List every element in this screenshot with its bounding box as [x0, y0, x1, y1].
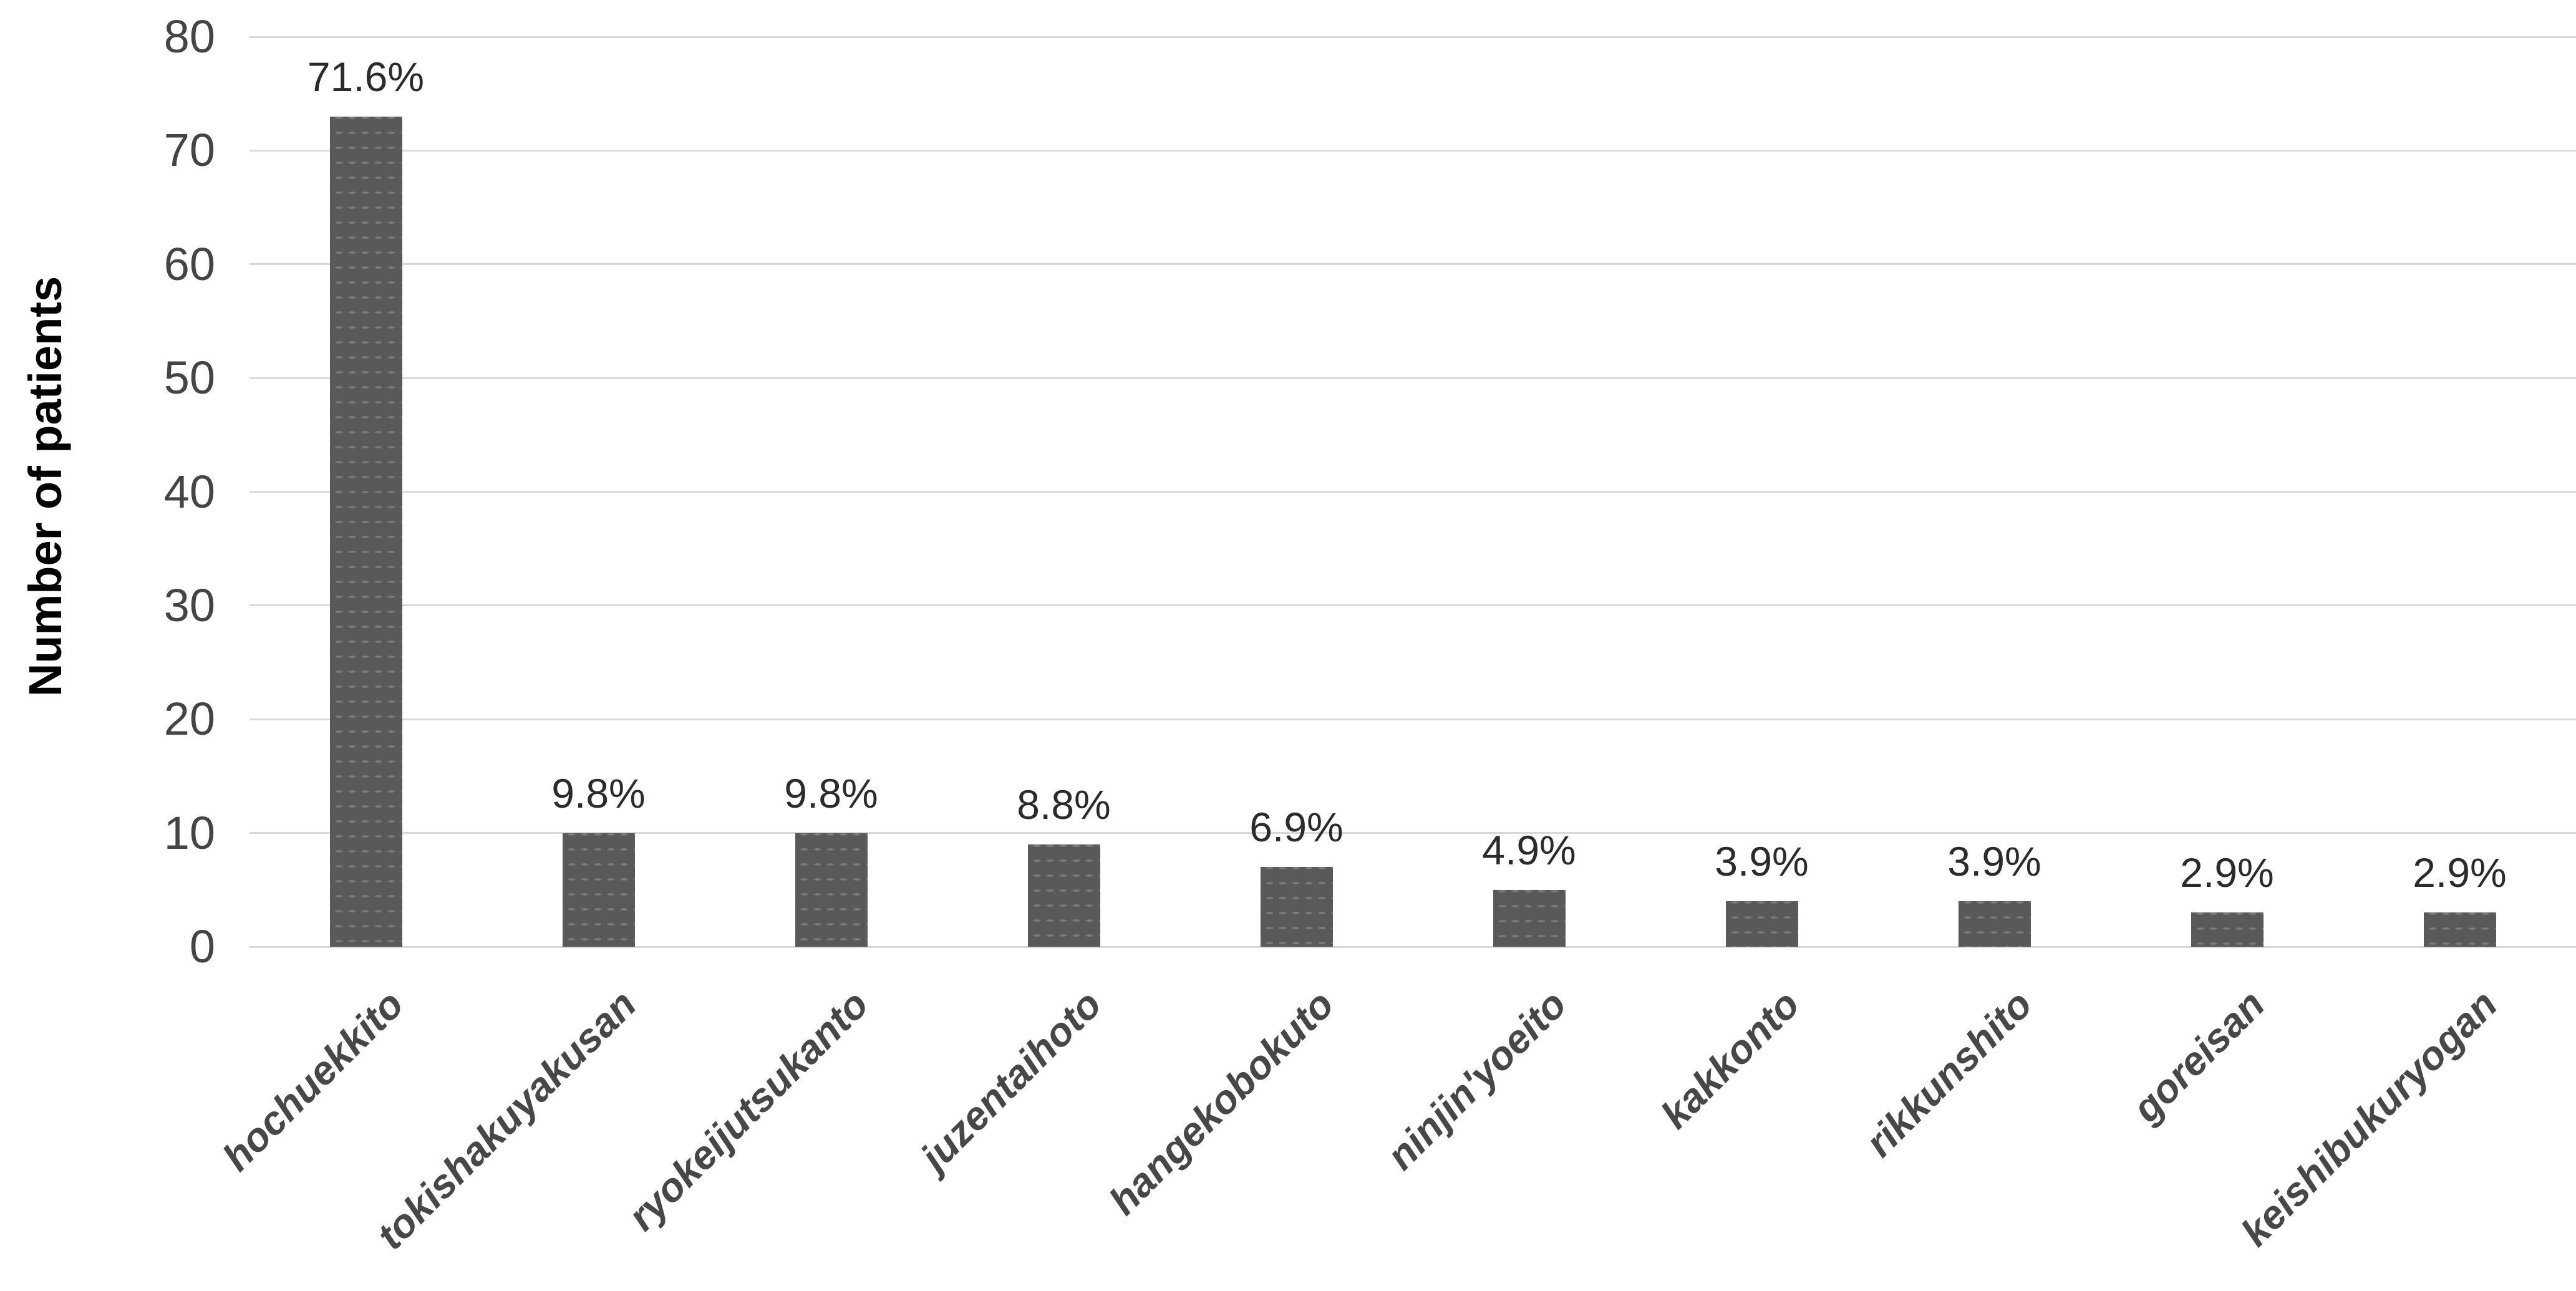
y-tick-label: 30 [163, 579, 215, 631]
bar-value-label: 4.9% [1482, 826, 1576, 873]
x-axis-label-goreisan: goreisan [2123, 981, 2273, 1131]
gridline-y20 [249, 718, 2576, 720]
y-tick-label: 70 [163, 124, 215, 176]
bar-hangekobokuto [1260, 867, 1333, 947]
bar-value-label: 3.9% [1947, 838, 2041, 885]
gridline-y50 [249, 377, 2576, 379]
x-axis-label-tokishakuyakusan: tokishakuyakusan [367, 981, 645, 1258]
gridline-y70 [249, 149, 2576, 152]
y-tick-label: 20 [163, 693, 215, 745]
gridline-y30 [249, 604, 2576, 607]
x-axis-label-hangekobokuto: hangekobokuto [1100, 981, 1343, 1224]
bar-hochuekkito [329, 116, 402, 947]
x-axis-label-hochuekkito: hochuekkito [213, 981, 412, 1180]
bar-ryokeijutsukanto [795, 833, 868, 947]
gridline-y10 [249, 832, 2576, 834]
bar-value-label: 6.9% [1249, 804, 1344, 851]
x-axis-label-juzentaihoto: juzentaihoto [911, 981, 1110, 1180]
x-axis-label-ninjin'yoeito: ninjin'yoeito [1378, 981, 1576, 1179]
bar-value-label: 8.8% [1017, 781, 1111, 828]
gridline-y60 [249, 263, 2576, 266]
bar-value-label: 2.9% [2180, 849, 2274, 896]
y-tick-label: 40 [163, 465, 215, 518]
bar-tokishakuyakusan [562, 833, 635, 947]
bar-juzentaihoto [1027, 844, 1100, 947]
y-tick-label: 10 [163, 806, 215, 859]
bar-value-label: 9.8% [784, 770, 878, 816]
x-axis-label-keishibukuryogan: keishibukuryogan [2232, 981, 2506, 1255]
x-axis-label-rikkunshito: rikkunshito [1856, 981, 2041, 1166]
x-axis-label-ryokeijutsukanto: ryokeijutsukanto [619, 981, 878, 1239]
bar-goreisan [2191, 912, 2264, 947]
bar-value-label: 71.6% [307, 53, 425, 100]
bar-value-label: 9.8% [551, 770, 646, 816]
y-tick-label: 80 [163, 11, 215, 62]
bar-ninjin'yoeito [1493, 889, 1566, 947]
bar-rikkunshito [1958, 901, 2031, 947]
bar-keishibukuryogan [2423, 912, 2496, 947]
y-tick-label: 0 [189, 921, 215, 972]
gridline-y80 [249, 36, 2576, 38]
x-axis-label-kakkonto: kakkonto [1652, 981, 1808, 1138]
plot-area: 71.6% 9.8% 9.8% 8.8% 6.9% 4.9% 3.9% 3.9% 2.9% 2.9… [249, 36, 2576, 948]
bar-value-label: 2.9% [2413, 849, 2507, 896]
y-tick-label: 60 [163, 238, 215, 290]
gridline-y0 [249, 945, 2576, 948]
bar-kakkonto [1725, 901, 1798, 947]
bar-value-label: 3.9% [1715, 838, 1809, 885]
gridline-y40 [249, 491, 2576, 493]
y-tick-label: 50 [163, 352, 215, 404]
